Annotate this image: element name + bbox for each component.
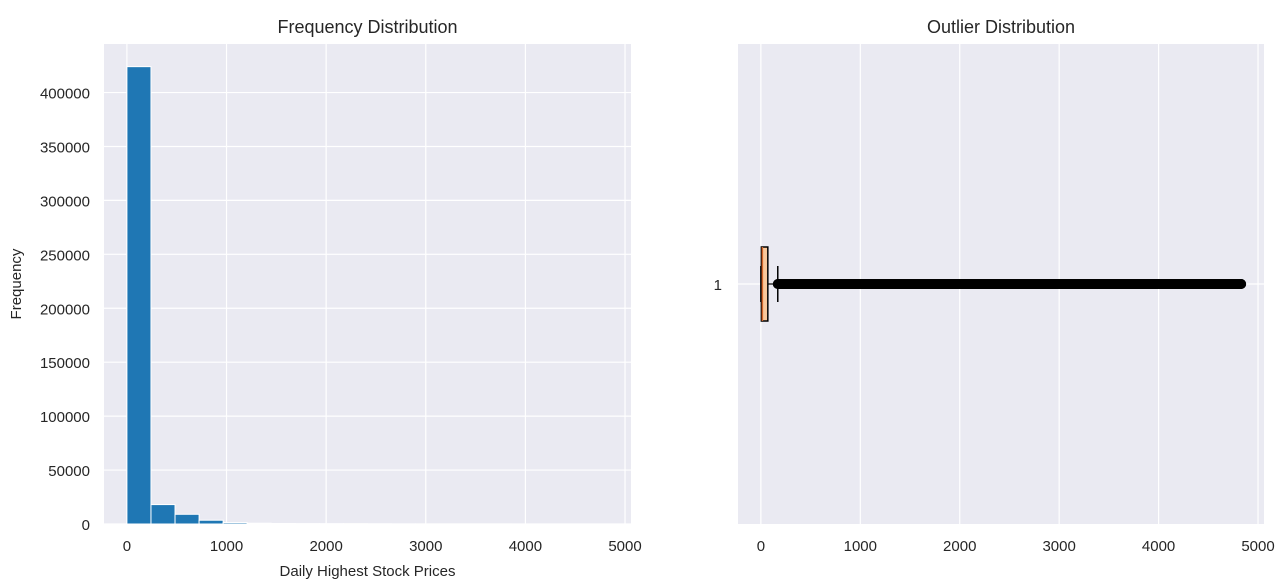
histogram-panel: 0 1000 2000 3000 4000 50000500001000001500002… (8, 17, 642, 580)
histogram-bar (246, 522, 272, 525)
histogram-bar (270, 522, 296, 525)
histogram-bar (150, 504, 176, 525)
y-tick-label: 400000 (40, 86, 90, 103)
histogram-bar (222, 522, 248, 525)
x-tick-label: 1000 (844, 538, 877, 555)
y-tick-label: 0 (82, 517, 90, 534)
y-tick-label: 250000 (40, 247, 90, 264)
boxplot-panel: 0 1000 2000 3000 4000 5000 1 Outlier Distributi… (714, 17, 1275, 555)
x-tick-label: 4000 (1142, 538, 1175, 555)
x-tick-label: 2000 (943, 538, 976, 555)
x-tick-label: 5000 (608, 538, 641, 555)
histogram-bar (174, 513, 200, 525)
x-tick-label: 3000 (409, 538, 442, 555)
outlier-points (772, 278, 1247, 289)
x-tick-label: 1000 (210, 538, 243, 555)
plot-area (104, 44, 631, 524)
y-tick-label: 150000 (40, 355, 90, 372)
chart-title: Outlier Distribution (927, 17, 1075, 37)
chart-title: Frequency Distribution (277, 17, 457, 37)
x-axis-label: Daily Highest Stock Prices (280, 563, 456, 580)
x-tick-label: 5000 (1241, 538, 1274, 555)
x-tick-label: 0 (123, 538, 131, 555)
y-tick-label: 1 (714, 277, 722, 294)
x-tick-label: 0 (757, 538, 765, 555)
x-tick-label: 2000 (309, 538, 342, 555)
y-tick-label: 100000 (40, 409, 90, 426)
histogram-bar (126, 66, 152, 525)
x-tick-label: 4000 (509, 538, 542, 555)
histogram-bar (198, 519, 224, 525)
y-tick-label: 300000 (40, 193, 90, 210)
y-tick-label: 350000 (40, 139, 90, 156)
x-tick-label: 3000 (1042, 538, 1075, 555)
y-tick-label: 50000 (48, 463, 90, 480)
outlier-point (1236, 278, 1247, 289)
y-axis-label: Frequency (8, 248, 25, 319)
y-tick-label: 200000 (40, 301, 90, 318)
box-iqr (760, 246, 769, 322)
